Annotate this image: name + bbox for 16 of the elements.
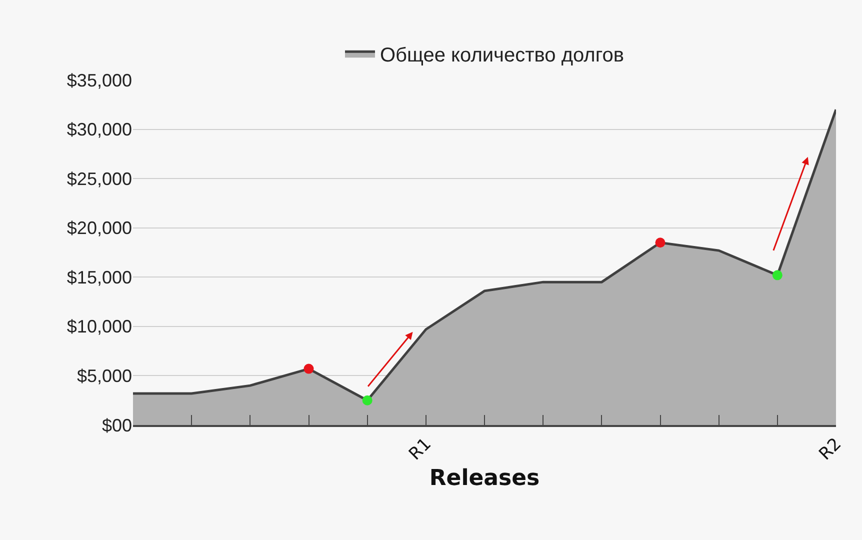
- x-tick-label: R1: [405, 434, 436, 464]
- point: [655, 238, 666, 248]
- y-tick-label: $5,000: [76, 366, 132, 386]
- y-tick-label: $00: [102, 415, 132, 436]
- legend-label: Общее количество долгов: [380, 44, 624, 66]
- point: [362, 395, 372, 406]
- y-tick-label: $20,000: [66, 218, 132, 238]
- point: [772, 270, 782, 280]
- y-tick-label: $25,000: [66, 168, 132, 189]
- y-tick-label: $35,000: [66, 70, 132, 90]
- y-tick-label: $30,000: [66, 120, 132, 140]
- y-tick-label: $15,000: [66, 267, 132, 288]
- x-axis-title: Releases: [429, 466, 540, 491]
- x-tick-label: R2: [815, 434, 846, 464]
- y-tick-label: $10,000: [66, 316, 132, 337]
- point: [304, 364, 314, 374]
